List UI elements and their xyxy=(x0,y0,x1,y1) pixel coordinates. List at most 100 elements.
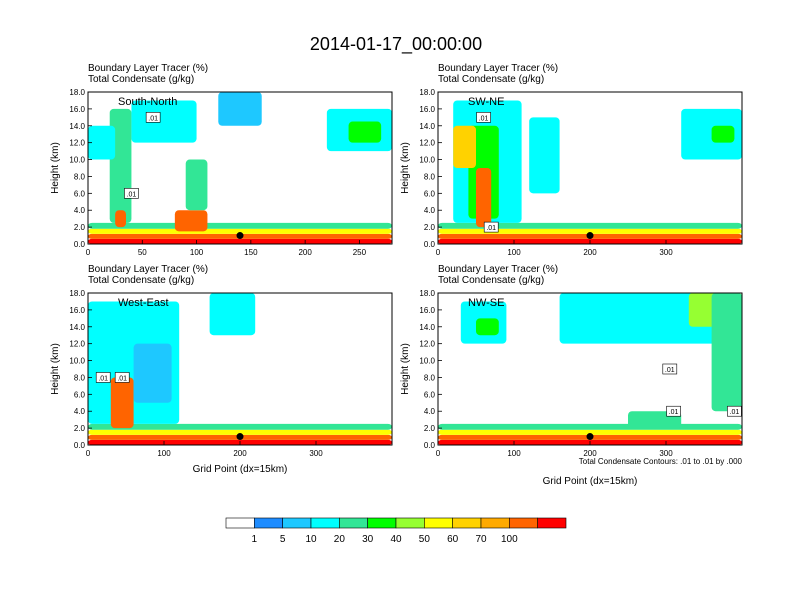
panel-title-line-2: Total Condensate (g/kg) xyxy=(88,275,194,286)
tracer-region-4 xyxy=(109,108,132,223)
y-tick-label-18-0: 18.0 xyxy=(419,88,435,97)
plot-area: .01 .01 xyxy=(88,293,392,445)
x-tick-label-100: 100 xyxy=(157,449,171,458)
contour-label-0: .01 xyxy=(486,225,496,232)
colorbar: 1 5 10 20 30 40 50 60 70 100 xyxy=(225,517,567,545)
y-tick-label-2-0: 2.0 xyxy=(74,424,86,433)
y-tick-label-16-0: 16.0 xyxy=(419,306,435,315)
tracer-region-12 xyxy=(348,121,382,143)
x-tick-label-200: 200 xyxy=(298,248,312,257)
y-tick-label-8-0: 8.0 xyxy=(74,172,86,181)
tracer-region-5 xyxy=(110,377,134,429)
x-tick-label-250: 250 xyxy=(353,248,367,257)
colorbar-label-1: 1 xyxy=(252,534,258,545)
y-tick-label-4-0: 4.0 xyxy=(74,206,86,215)
y-tick-label-18-0: 18.0 xyxy=(419,289,435,298)
cross-section-marker xyxy=(236,433,244,441)
contour-label-box-0 xyxy=(95,372,111,383)
contour-label-0: .01 xyxy=(98,375,108,382)
x-axis-label: Grid Point (dx=15km) xyxy=(193,464,288,475)
contour-label-1: .01 xyxy=(669,409,679,416)
x-tick-label-0: 0 xyxy=(436,449,441,458)
y-tick-label-12-0: 12.0 xyxy=(419,139,435,148)
contour-label-box-0 xyxy=(124,188,139,199)
tracer-region-8 xyxy=(711,293,742,412)
colorbar-swatch-11 xyxy=(537,517,567,529)
tracer-region-3 xyxy=(88,222,392,229)
contour-label-box-0 xyxy=(483,221,499,233)
y-tick-label-4-0: 4.0 xyxy=(424,206,436,215)
contour-label-0: .01 xyxy=(665,367,675,374)
y-tick-label-14-0: 14.0 xyxy=(69,323,85,332)
panel-title-line-1: Boundary Layer Tracer (%) xyxy=(438,264,558,275)
contour-label-box-1 xyxy=(145,112,161,123)
contour-label-0: .01 xyxy=(127,191,137,198)
y-tick-label-4-0: 4.0 xyxy=(424,407,436,416)
panel-title-line-1: Boundary Layer Tracer (%) xyxy=(88,264,208,275)
contour-label-box-1 xyxy=(476,112,491,123)
colorbar-swatch-8 xyxy=(452,517,482,529)
tracer-region-5 xyxy=(115,210,126,228)
panel-title-line-2: Total Condensate (g/kg) xyxy=(438,74,544,85)
y-tick-label-16-0: 16.0 xyxy=(419,105,435,114)
x-tick-label-0: 0 xyxy=(86,449,91,458)
cross-section-marker xyxy=(586,232,594,240)
contour-label-box-1 xyxy=(114,372,130,383)
colorbar-label-5: 5 xyxy=(280,534,286,545)
panel-title-line-2: Total Condensate (g/kg) xyxy=(438,275,544,286)
tracer-region-10 xyxy=(711,125,735,143)
y-tick-label-8-0: 8.0 xyxy=(424,172,436,181)
colorbar-label-40: 40 xyxy=(390,534,402,545)
x-tick-label-50: 50 xyxy=(138,248,147,257)
contour-label-1: .01 xyxy=(148,115,158,122)
y-tick-label-16-0: 16.0 xyxy=(69,105,85,114)
y-tick-label-6-0: 6.0 xyxy=(424,390,436,399)
tracer-region-2 xyxy=(438,228,742,234)
colorbar-label-100: 100 xyxy=(501,534,518,545)
x-tick-label-100: 100 xyxy=(507,248,521,257)
y-tick-label-14-0: 14.0 xyxy=(69,122,85,131)
x-tick-label-200: 200 xyxy=(583,449,597,458)
tracer-region-2 xyxy=(88,228,392,234)
colorbar-label-50: 50 xyxy=(419,534,431,545)
plot-area: .01 .01 .01 xyxy=(438,293,742,445)
y-tick-label-18-0: 18.0 xyxy=(69,88,85,97)
y-tick-label-12-0: 12.0 xyxy=(69,139,85,148)
panel-title-line-1: Boundary Layer Tracer (%) xyxy=(88,63,208,74)
y-tick-label-2-0: 2.0 xyxy=(424,223,436,232)
panel-sw-ne: Boundary Layer Tracer (%)Total Condensat… xyxy=(400,63,743,257)
colorbar-label-60: 60 xyxy=(447,534,459,545)
cross-section-marker xyxy=(236,232,244,240)
tracer-region-6 xyxy=(476,168,492,228)
figure-title: 2014-01-17_00:00:00 xyxy=(310,34,482,55)
panel-title-line-1: Boundary Layer Tracer (%) xyxy=(438,63,558,74)
y-tick-label-8-0: 8.0 xyxy=(74,373,86,382)
cross-section-label: SW-NE xyxy=(468,96,504,108)
contour-label-box-0 xyxy=(662,363,678,375)
colorbar-swatch-5 xyxy=(367,517,397,529)
y-tick-label-0-0: 0.0 xyxy=(74,441,86,450)
y-tick-label-10-0: 10.0 xyxy=(419,156,435,165)
y-tick-label-2-0: 2.0 xyxy=(424,424,436,433)
y-tick-label-12-0: 12.0 xyxy=(69,340,85,349)
tracer-region-3 xyxy=(438,423,742,430)
cross-section-marker xyxy=(586,433,594,441)
y-tick-label-6-0: 6.0 xyxy=(74,390,86,399)
y-tick-label-14-0: 14.0 xyxy=(419,122,435,131)
contour-note: Total Condensate Contours: .01 to .01 by… xyxy=(579,457,743,466)
colorbar-swatch-7 xyxy=(424,517,453,529)
x-tick-label-0: 0 xyxy=(86,248,91,257)
y-tick-label-6-0: 6.0 xyxy=(424,189,436,198)
panel-south-north: Boundary Layer Tracer (%)Total Condensat… xyxy=(50,63,393,257)
y-axis-label: Height (km) xyxy=(50,343,61,395)
colorbar-swatch-10 xyxy=(509,517,538,529)
colorbar-label-70: 70 xyxy=(475,534,487,545)
tracer-region-3 xyxy=(88,423,392,430)
tracer-region-5 xyxy=(476,318,499,336)
tracer-region-3 xyxy=(438,222,742,229)
y-tick-label-0-0: 0.0 xyxy=(74,240,86,249)
colorbar-label-30: 30 xyxy=(362,534,374,545)
colorbar-swatch-4 xyxy=(339,517,368,529)
colorbar-swatch-3 xyxy=(310,517,340,529)
colorbar-swatch-2 xyxy=(282,517,312,529)
